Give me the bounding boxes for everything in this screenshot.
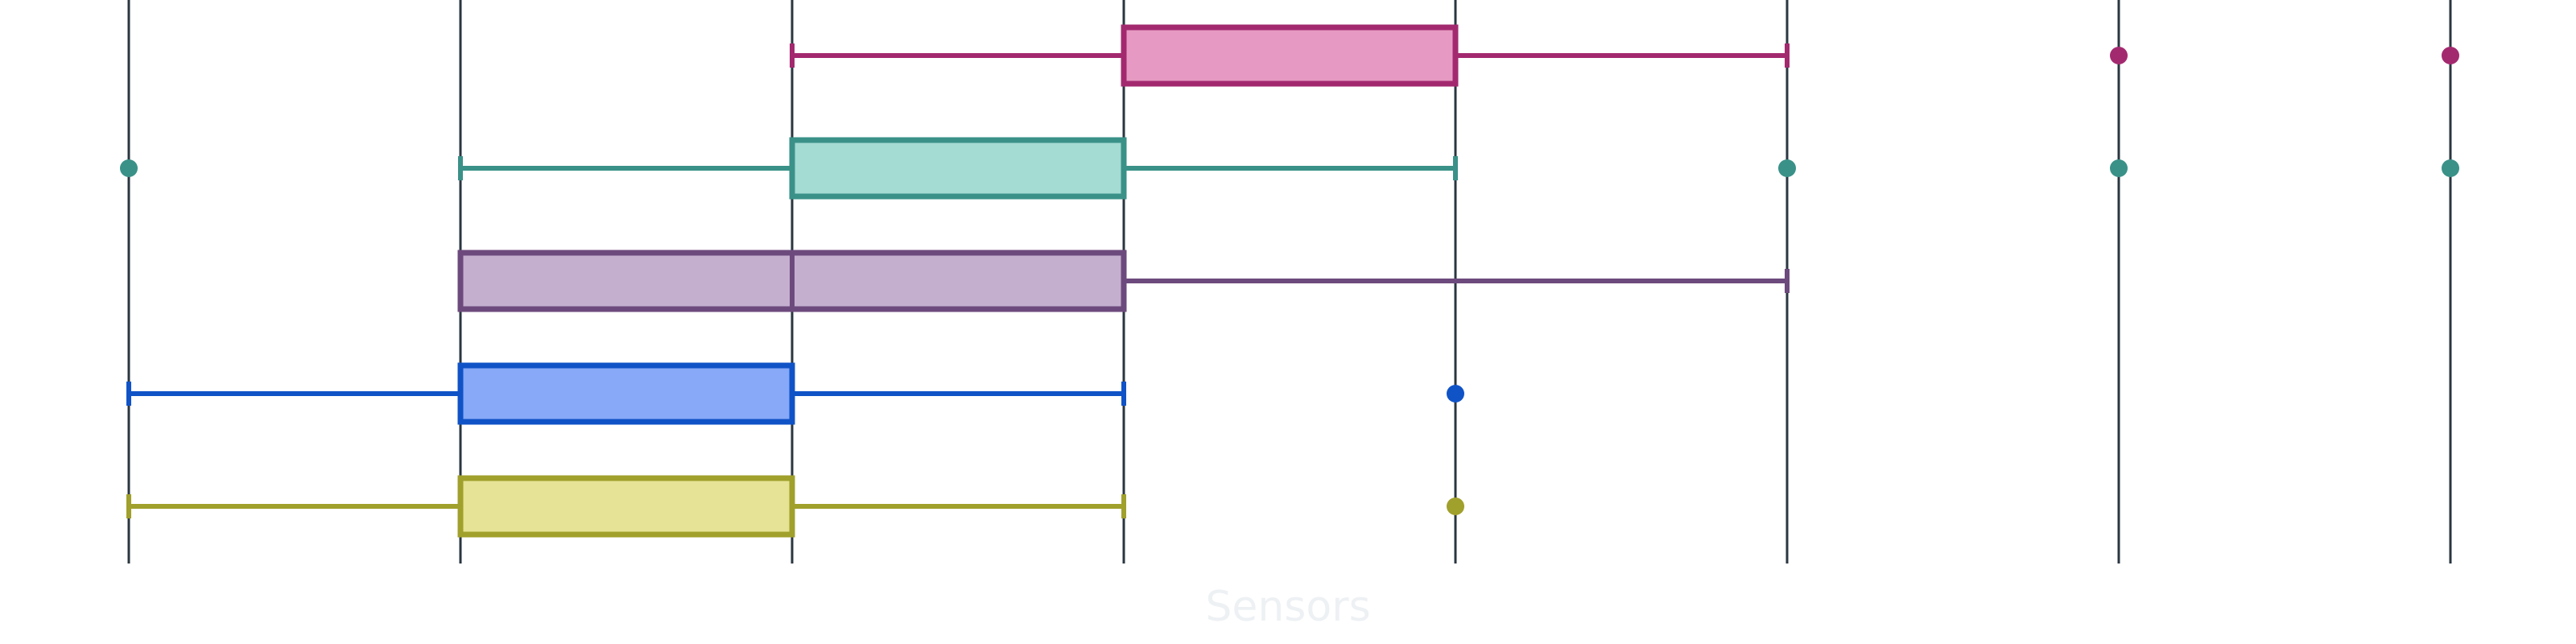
interquartile-box <box>789 137 1127 200</box>
outlier-point <box>2110 159 2128 177</box>
box-plot-series-3 <box>457 250 1790 312</box>
box-plot-series-4 <box>126 362 1464 425</box>
box-plot-series-2 <box>120 137 2459 200</box>
outlier-point <box>1778 159 1796 177</box>
outlier-point <box>2110 47 2128 64</box>
interquartile-box <box>1121 24 1459 87</box>
box-plot-series-5 <box>126 475 1464 538</box>
box-plot-series <box>120 24 2459 538</box>
outlier-point <box>2442 159 2459 177</box>
outlier-point <box>120 159 138 177</box>
outlier-point <box>1447 497 1464 515</box>
outlier-point <box>2442 47 2459 64</box>
box-plot-series-1 <box>790 24 2459 87</box>
interquartile-box <box>457 362 795 425</box>
x-axis-label: Sensors <box>1205 583 1371 631</box>
outlier-point <box>1447 385 1464 402</box>
interquartile-box <box>457 475 795 538</box>
